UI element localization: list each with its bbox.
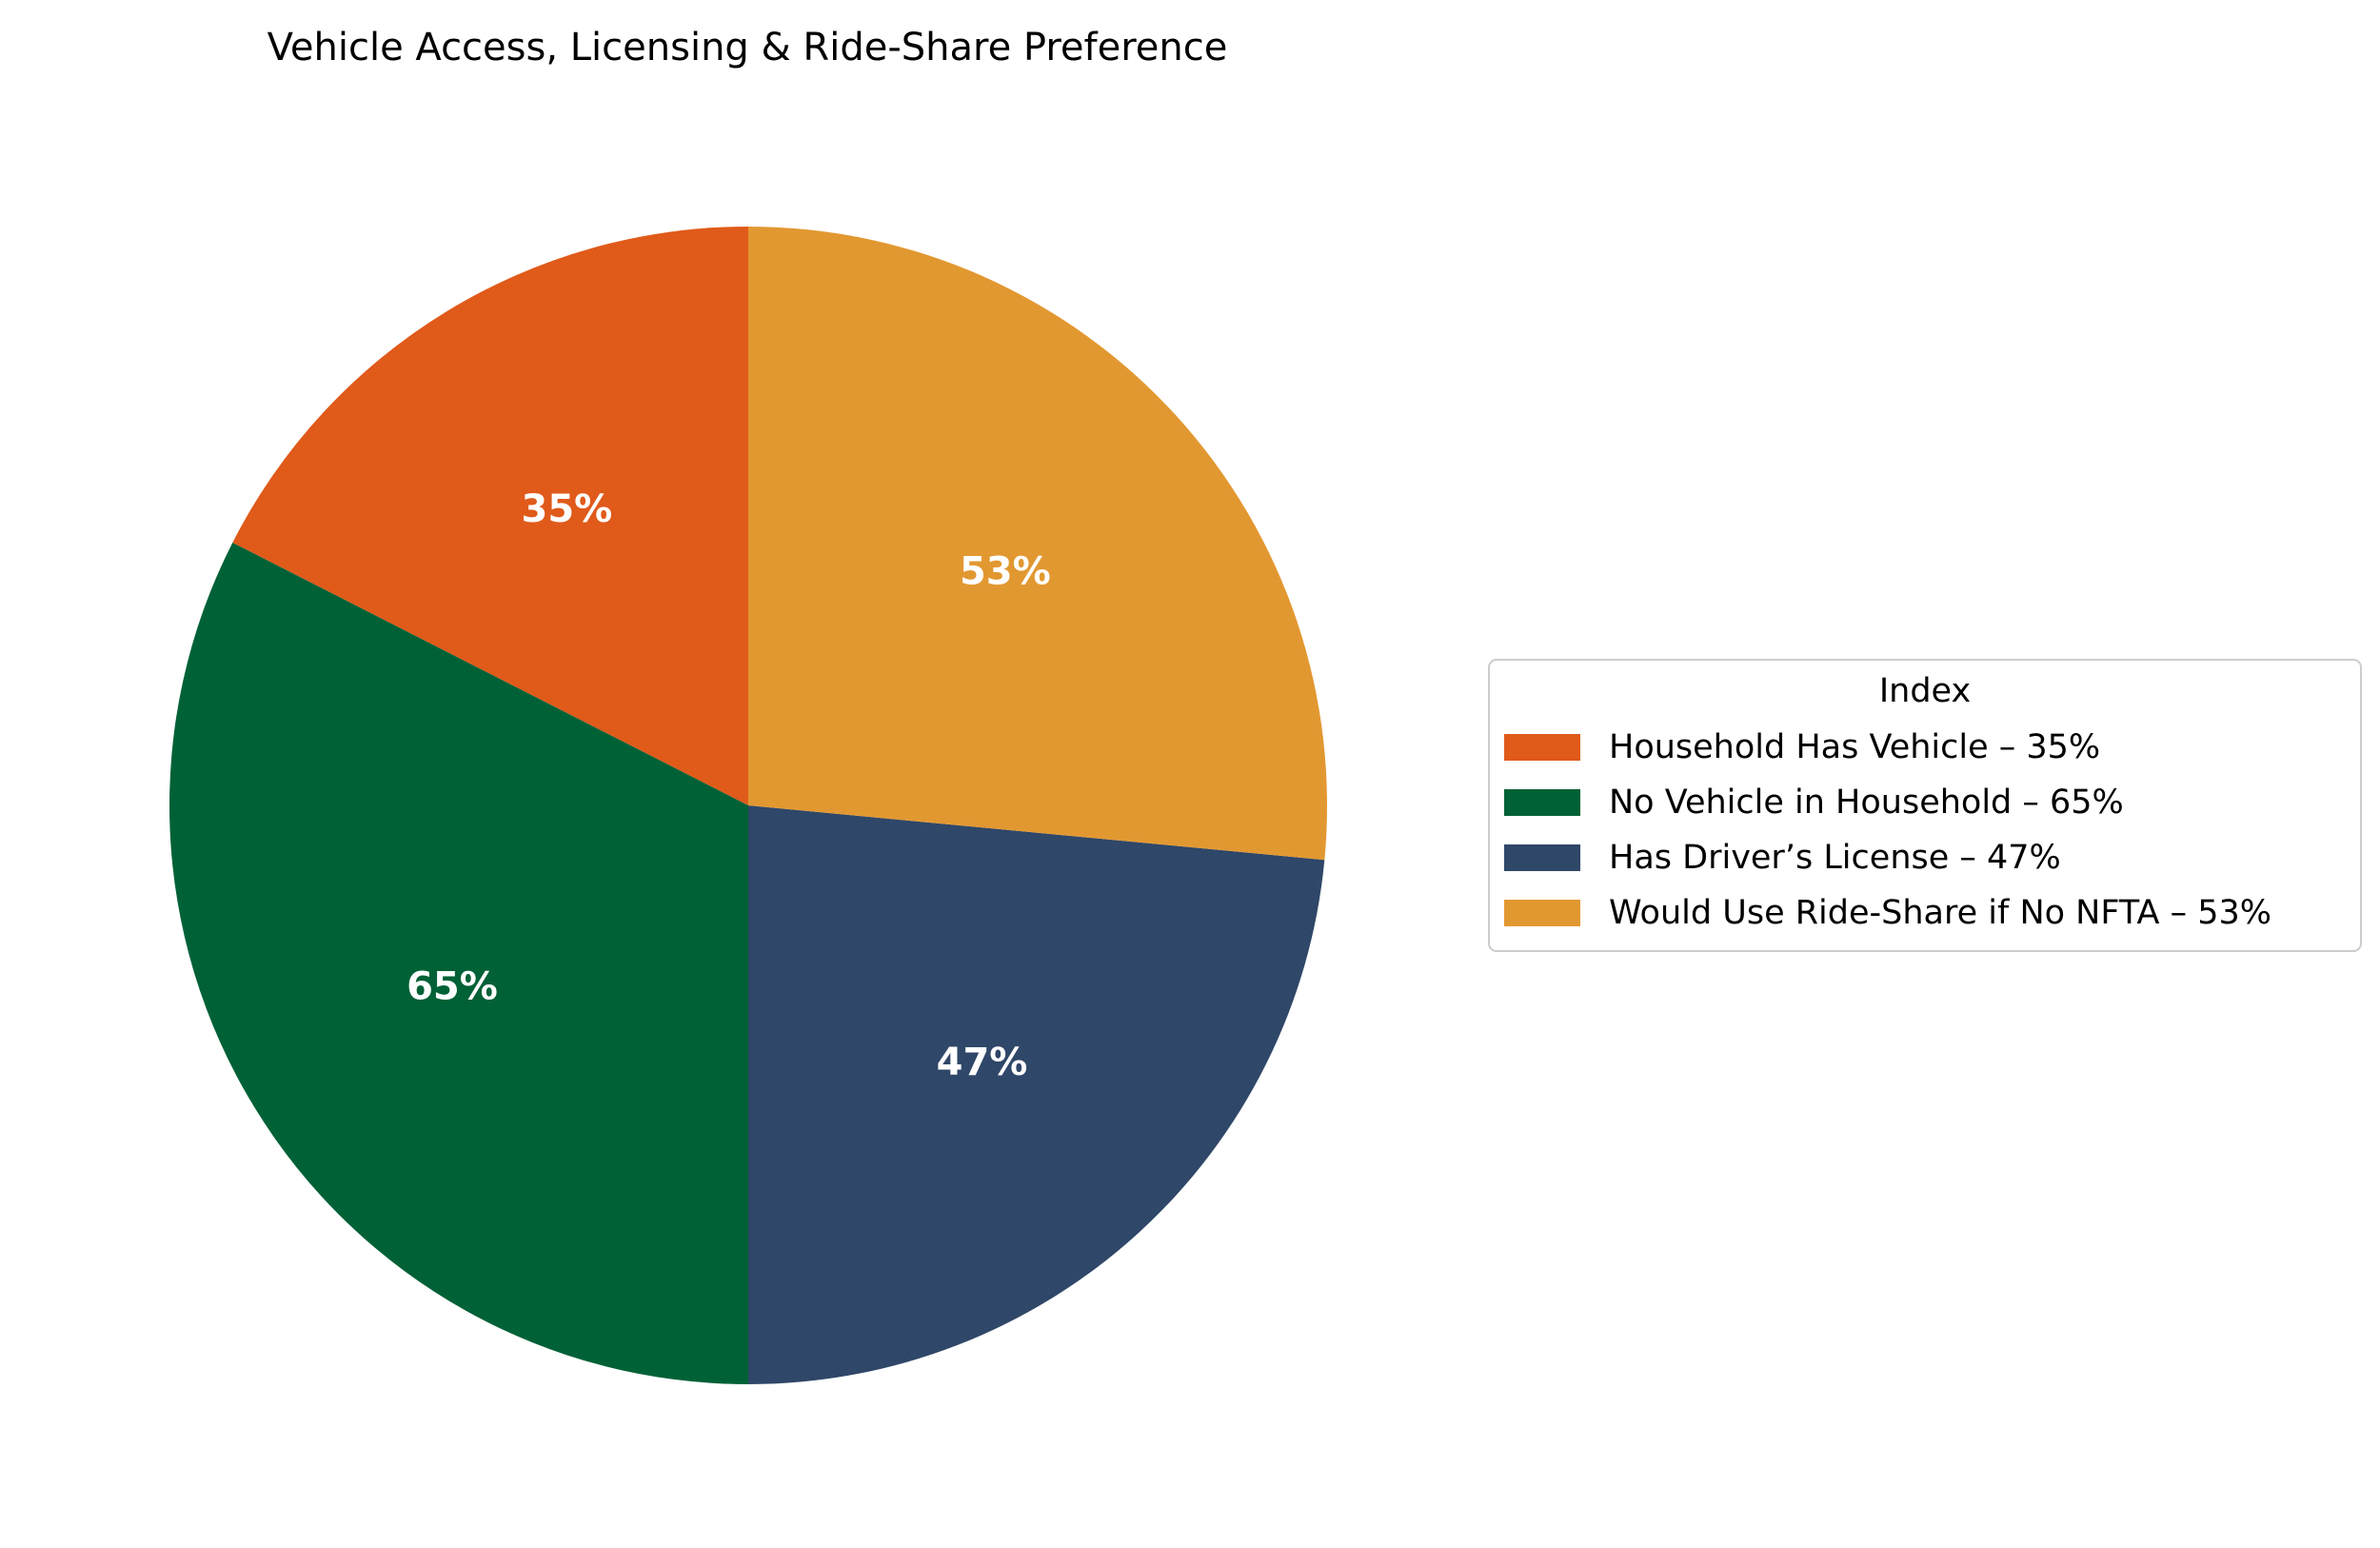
pie-slice [232, 227, 748, 805]
pie-slice-label: 53% [960, 549, 1051, 593]
legend-label: Would Use Ride-Share if No NFTA – 53% [1609, 894, 2271, 932]
chart-title: Vehicle Access, Licensing & Ride-Share P… [268, 26, 1228, 69]
legend-label: No Vehicle in Household – 65% [1609, 784, 2124, 822]
pie-slice [748, 805, 1325, 1384]
legend-items: Household Has Vehicle – 35% No Vehicle in… [1504, 728, 2271, 932]
pie-slice [169, 542, 748, 1384]
pie-slice-label: 47% [937, 1041, 1028, 1084]
legend-swatch [1504, 844, 1580, 871]
legend-title: Index [1879, 672, 1971, 710]
legend-swatch [1504, 789, 1580, 816]
legend-frame [1488, 659, 2362, 952]
legend-label: Household Has Vehicle – 35% [1609, 728, 2100, 766]
legend: Index Household Has Vehicle – 35% No Vehi… [1488, 659, 2362, 952]
pie-slice-label: 65% [407, 965, 498, 1009]
pie-slices [169, 226, 1327, 1384]
pie-slice-label: 35% [522, 487, 613, 531]
legend-label: Has Driver’s License – 47% [1609, 839, 2061, 877]
legend-swatch [1504, 734, 1580, 761]
pie-slice [748, 226, 1327, 861]
legend-swatch [1504, 900, 1580, 926]
pie-slice-labels: 35% 65% 47% 53% [407, 487, 1051, 1084]
